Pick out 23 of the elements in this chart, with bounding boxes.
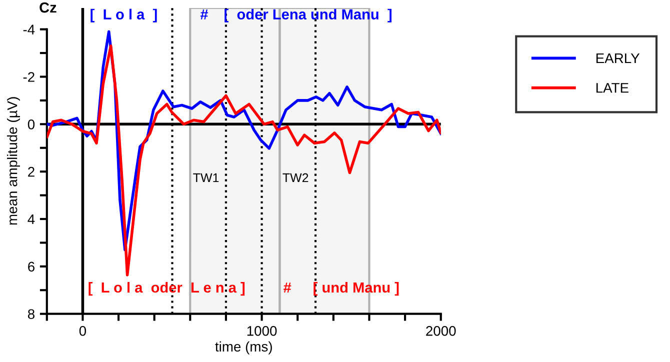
annotation: [ und Manu ] <box>314 282 399 296</box>
y-tick-label: 4 <box>28 214 35 224</box>
legend-label: LATE <box>596 83 628 93</box>
annotation: [ L o l a ] <box>90 8 157 22</box>
x-tick-label: 1000 <box>247 326 277 336</box>
annotation: [ oder Lena und Manu ] <box>224 8 392 22</box>
x-axis-title: time (ms) <box>215 341 272 354</box>
y-tick-label: 8 <box>28 309 34 320</box>
x-tick-label: 2000 <box>426 326 456 336</box>
y-tick-label: -2 <box>23 72 34 82</box>
x-tick-label: 0 <box>79 326 86 336</box>
legend-label: EARLY <box>596 53 640 64</box>
annotation: # <box>284 282 292 293</box>
y-axis-title: mean amplitude (µV) <box>7 97 20 225</box>
annotation: [ L o l a oder L e n a ] <box>88 282 245 296</box>
y-tick-label: 2 <box>28 166 34 177</box>
band-label: TW2 <box>282 173 308 182</box>
y-tick-label: 0 <box>28 119 35 130</box>
annotation: # <box>200 9 208 20</box>
band-label: TW1 <box>193 173 219 182</box>
y-tick-label: 6 <box>28 262 34 272</box>
y-tick-label: -4 <box>23 24 35 34</box>
chart-title: Cz <box>40 2 56 13</box>
